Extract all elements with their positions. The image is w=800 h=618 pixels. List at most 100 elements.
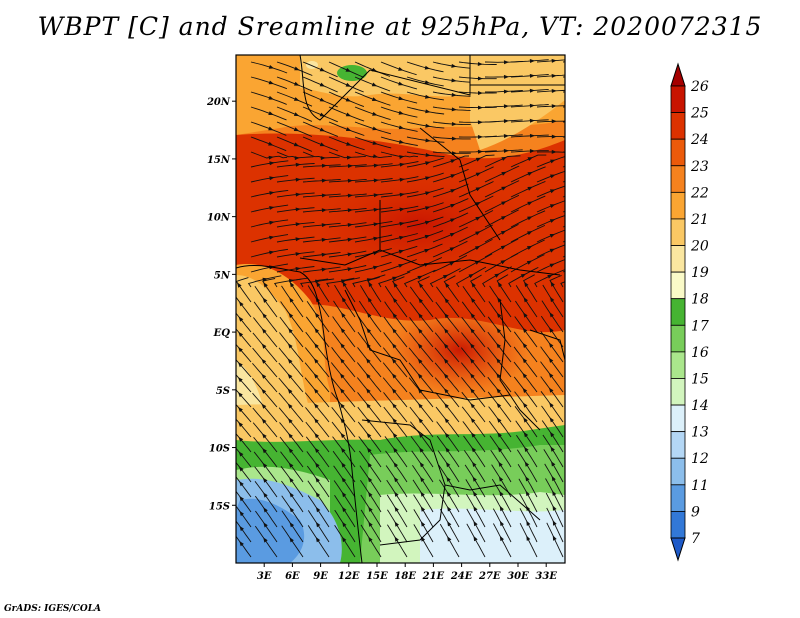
streamline: [280, 301, 304, 333]
streamline: [462, 421, 486, 453]
streamline-arrow: [319, 112, 326, 117]
streamline-arrow: [287, 358, 293, 364]
streamline: [250, 189, 289, 198]
streamline-arrow: [497, 297, 502, 303]
streamline: [562, 180, 565, 183]
streamline-arrow: [340, 432, 346, 438]
streamline-arrow: [473, 520, 478, 527]
streamline-arrow: [394, 506, 399, 512]
streamline: [360, 480, 382, 513]
colorbar-swatch: [670, 511, 686, 539]
streamline: [354, 234, 393, 243]
streamline-arrow: [444, 297, 450, 304]
lat-tick-label: 10N: [207, 213, 231, 224]
streamline-arrow: [417, 358, 423, 364]
streamline: [406, 151, 445, 158]
streamline-arrow: [503, 74, 509, 79]
streamline-arrow: [295, 162, 301, 167]
streamline: [250, 219, 289, 228]
streamline: [484, 134, 523, 138]
streamline-arrow: [269, 176, 275, 181]
streamline-arrow: [239, 541, 244, 547]
streamline-arrow: [341, 462, 346, 468]
streamline: [328, 222, 367, 228]
streamline-arrow: [321, 193, 327, 198]
streamline-arrow: [470, 328, 475, 334]
streamline: [386, 479, 408, 513]
streamline-arrow: [316, 281, 321, 287]
streamline: [545, 478, 564, 513]
streamline-arrow: [339, 373, 345, 379]
streamline-arrow: [551, 104, 557, 109]
streamline: [280, 451, 304, 483]
streamline: [250, 234, 289, 243]
colorbar-swatch: [670, 324, 686, 353]
streamline: [409, 286, 434, 318]
streamline-arrow: [314, 432, 320, 439]
streamline: [281, 525, 304, 558]
streamline-arrow: [287, 403, 293, 409]
streamline: [306, 451, 330, 483]
streamline-arrow: [494, 273, 500, 278]
streamline: [252, 422, 278, 453]
streamline-arrow: [522, 402, 528, 408]
streamline-arrow: [525, 490, 530, 497]
streamline: [380, 161, 419, 168]
streamline-arrow: [315, 462, 320, 468]
streamline: [406, 121, 445, 129]
streamline-arrow: [499, 505, 504, 512]
streamline: [307, 525, 330, 558]
lon-tick-label: 9E: [313, 571, 328, 582]
streamline-arrow: [372, 126, 378, 131]
streamline: [328, 265, 367, 273]
streamline: [562, 210, 565, 213]
lon-tick-label: 24E: [450, 571, 473, 582]
streamline: [443, 275, 460, 303]
streamline-arrow: [341, 491, 347, 498]
streamline: [380, 76, 418, 90]
streamline: [510, 88, 549, 93]
streamline: [484, 165, 520, 183]
streamline-arrow: [472, 476, 477, 482]
streamline-arrow: [398, 67, 404, 71]
streamline: [383, 332, 408, 363]
colorbar-swatch: [670, 484, 686, 512]
streamline: [435, 406, 460, 438]
lon-tick-label: 6E: [285, 571, 300, 582]
colorbar-swatch: [670, 138, 686, 167]
streamline-arrow: [469, 358, 475, 364]
streamline-arrow: [373, 163, 379, 168]
streamline: [236, 433, 252, 453]
streamline-arrow: [498, 461, 503, 467]
streamline-arrow: [366, 432, 372, 438]
streamline-arrow: [398, 81, 404, 86]
streamline-arrow: [425, 161, 431, 166]
streamline: [279, 316, 304, 348]
streamline-arrow: [263, 492, 268, 498]
streamline-arrow: [444, 432, 450, 438]
colorbar-swatch: [670, 351, 686, 379]
colorbar-swatch: [670, 218, 686, 246]
streamline-arrow: [393, 462, 398, 468]
streamline: [354, 207, 393, 213]
streamline: [546, 507, 564, 543]
streamline: [487, 331, 512, 363]
streamline-arrow: [520, 273, 526, 278]
colorbar-swatch: [670, 404, 686, 433]
streamline-arrow: [342, 536, 347, 543]
streamline-arrow: [261, 373, 267, 379]
streamline: [236, 418, 252, 438]
streamline-arrow: [549, 417, 554, 423]
streamline-arrow: [496, 343, 501, 349]
streamline-arrow: [320, 156, 326, 161]
streamline: [252, 392, 278, 423]
streamline: [276, 121, 313, 137]
streamline-arrow: [366, 327, 372, 334]
streamline-arrow: [552, 535, 557, 541]
streamline: [491, 478, 512, 513]
streamline-arrow: [450, 174, 456, 179]
streamline: [278, 407, 304, 438]
streamline: [354, 106, 391, 121]
streamline-arrow: [314, 312, 320, 318]
